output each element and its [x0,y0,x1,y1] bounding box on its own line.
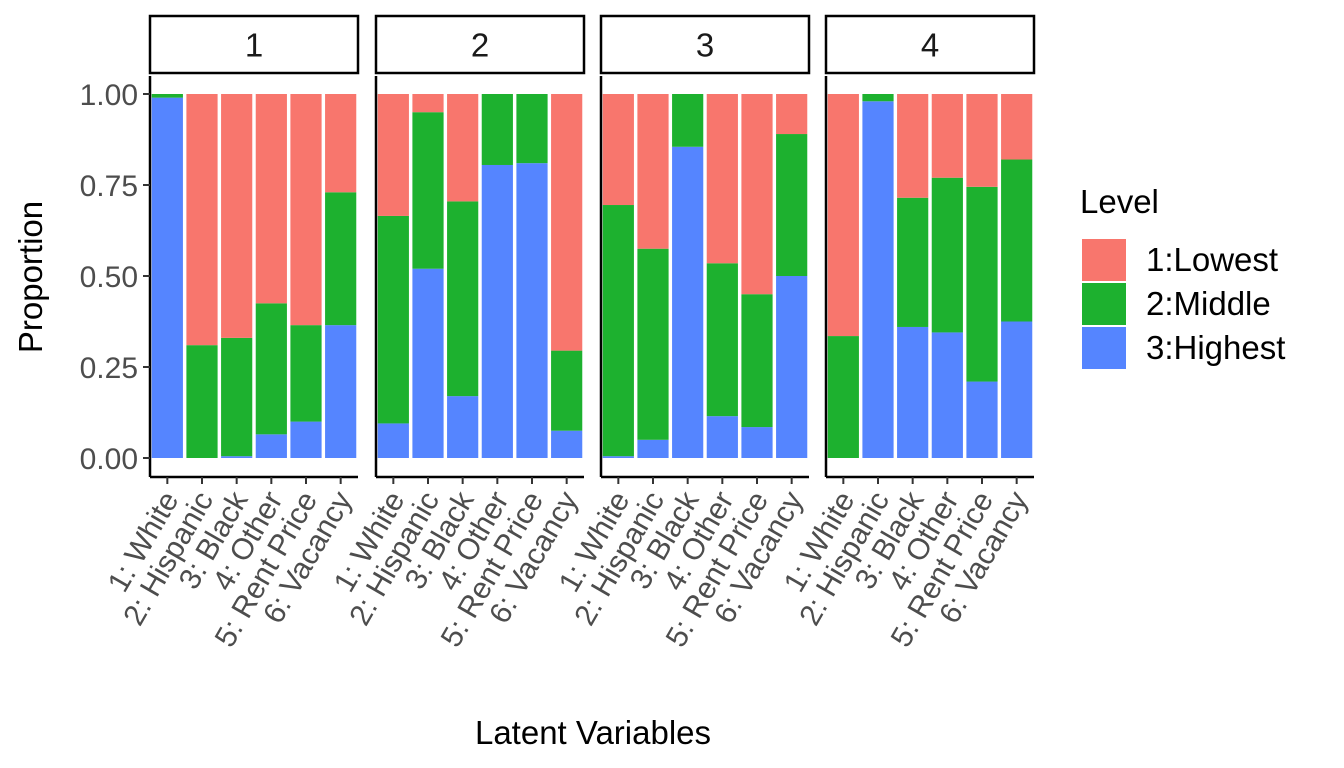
bar-3-6-vacancy-2-middle [776,134,808,276]
y-tick-label: 1.00 [80,79,138,112]
bar-1-1-white-2-middle [151,94,183,98]
bar-1-5-rent-price-2-middle [290,325,322,422]
bar-1-5-rent-price-1-lowest [290,94,322,326]
bar-4-1-white-2-middle [827,336,859,458]
legend-label: 1:Lowest [1146,241,1278,278]
bar-4-6-vacancy-1-lowest [1001,94,1033,160]
bar-1-2-hispanic-1-lowest [186,94,218,346]
bar-1-5-rent-price-3-highest [290,421,322,458]
bar-2-2-hispanic-2-middle [412,112,444,269]
facet-strip-label: 1 [245,27,263,64]
legend-key-1-lowest [1082,239,1126,281]
bar-3-4-other-2-middle [706,263,738,417]
bar-1-6-vacancy-3-highest [325,325,357,458]
bar-3-5-rent-price-2-middle [741,294,773,428]
y-tick-label: 0.75 [80,170,138,203]
bar-2-4-other-2-middle [481,94,513,165]
bar-2-3-black-3-highest [447,396,479,458]
facet-strip-label: 2 [471,27,489,64]
legend-label: 3:Highest [1146,329,1285,366]
bar-2-5-rent-price-3-highest [516,163,548,458]
bar-1-6-vacancy-1-lowest [325,94,357,193]
facet-strip [374,14,586,75]
bar-3-2-hispanic-1-lowest [637,94,669,249]
legend-key-3-highest [1082,327,1126,369]
bar-3-5-rent-price-3-highest [741,427,773,458]
bar-3-3-black-2-middle [672,94,704,147]
bar-3-2-hispanic-3-highest [637,439,669,458]
facet-strip [148,14,360,75]
bar-4-4-other-2-middle [931,177,963,333]
bar-1-4-other-1-lowest [255,94,287,304]
facet-strip-label: 4 [921,27,939,64]
bar-2-6-vacancy-1-lowest [551,94,583,351]
bar-3-5-rent-price-1-lowest [741,94,773,295]
bar-2-3-black-1-lowest [447,94,479,202]
bar-3-1-white-1-lowest [602,94,634,206]
bar-3-6-vacancy-1-lowest [776,94,808,135]
bar-4-5-rent-price-1-lowest [966,94,998,187]
bar-4-5-rent-price-3-highest [966,381,998,458]
bar-1-3-black-1-lowest [221,94,253,338]
bar-4-3-black-3-highest [897,326,929,458]
bar-1-4-other-2-middle [255,303,287,435]
legend-title: Level [1080,183,1159,220]
bar-3-2-hispanic-2-middle [637,248,669,440]
facet-strip-label: 3 [696,27,714,64]
bar-4-4-other-1-lowest [931,94,963,178]
bar-4-2-hispanic-2-middle [862,94,894,102]
bar-1-3-black-3-highest [221,456,253,458]
y-tick-label: 0.25 [80,352,138,385]
y-tick-label: 0.50 [80,261,138,294]
bar-2-5-rent-price-2-middle [516,94,548,164]
bar-1-3-black-2-middle [221,337,253,457]
bar-4-6-vacancy-3-highest [1001,321,1033,458]
bar-3-1-white-2-middle [602,205,634,457]
facet-strip [824,14,1036,75]
bar-2-4-other-3-highest [481,164,513,459]
bar-3-6-vacancy-3-highest [776,276,808,458]
legend-key-2-middle [1082,283,1126,325]
facet-strip [599,14,811,75]
bar-2-1-white-2-middle [377,215,409,424]
bar-4-5-rent-price-2-middle [966,186,998,382]
bar-2-2-hispanic-3-highest [412,268,444,458]
bar-1-4-other-3-highest [255,434,287,458]
bar-2-1-white-1-lowest [377,94,409,216]
bar-1-6-vacancy-2-middle [325,192,357,326]
bar-4-3-black-1-lowest [897,94,929,198]
bar-4-6-vacancy-2-middle [1001,159,1033,322]
x-axis-title: Latent Variables [475,714,711,751]
bar-2-3-black-2-middle [447,201,479,397]
bar-4-3-black-2-middle [897,197,929,327]
bar-2-1-white-3-highest [377,423,409,458]
legend-label: 2:Middle [1146,285,1271,322]
bar-2-6-vacancy-3-highest [551,430,583,458]
y-axis: 0.00 0.25 0.50 0.75 1.00 [80,79,150,476]
y-axis-title: Proportion [12,201,49,353]
bar-3-1-white-3-highest [602,456,634,458]
bar-2-2-hispanic-1-lowest [412,94,444,113]
bar-3-4-other-1-lowest [706,94,738,264]
bar-1-2-hispanic-2-middle [186,345,218,458]
bar-3-4-other-3-highest [706,416,738,458]
bar-4-4-other-3-highest [931,332,963,458]
bar-1-1-white-3-highest [151,97,183,458]
legend: Level 1:Lowest 2:Middle 3:Highest [1080,183,1285,369]
bar-3-3-black-3-highest [672,146,704,458]
bar-4-2-hispanic-3-highest [862,101,894,458]
bar-2-6-vacancy-2-middle [551,350,583,431]
y-tick-label: 0.00 [80,443,138,476]
bar-4-1-white-1-lowest [827,94,859,337]
